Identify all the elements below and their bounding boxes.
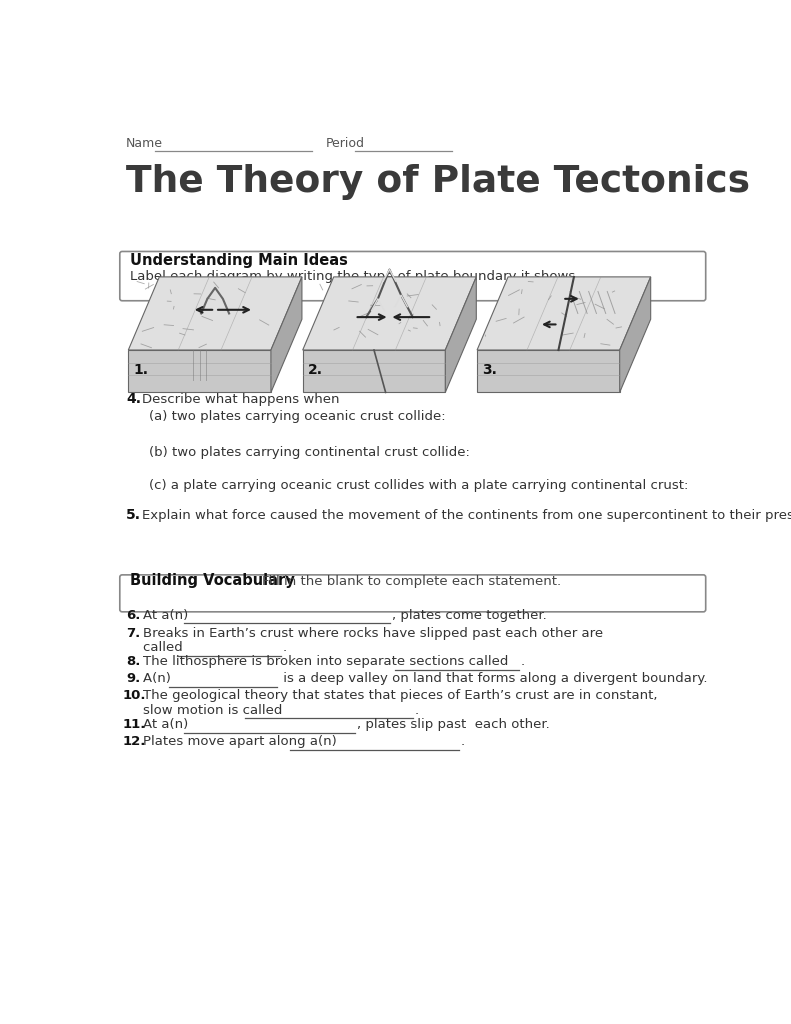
Text: 1.: 1.	[134, 362, 149, 377]
Text: 5.: 5.	[126, 508, 141, 522]
Text: Explain what force caused the movement of the continents from one supercontinent: Explain what force caused the movement o…	[142, 509, 791, 522]
Text: 10.: 10.	[122, 689, 146, 701]
Text: At a(n): At a(n)	[143, 718, 192, 731]
Text: .: .	[461, 735, 465, 749]
Polygon shape	[271, 276, 302, 392]
Polygon shape	[477, 350, 619, 392]
Polygon shape	[128, 276, 302, 350]
Text: Period: Period	[326, 137, 365, 150]
Text: , plates come together.: , plates come together.	[392, 609, 547, 622]
Text: called: called	[143, 641, 187, 654]
Text: 6.: 6.	[126, 609, 140, 622]
Text: slow motion is called: slow motion is called	[143, 703, 286, 717]
FancyBboxPatch shape	[119, 252, 706, 301]
Text: 12.: 12.	[122, 735, 146, 749]
Text: (c) a plate carrying oceanic crust collides with a plate carrying continental cr: (c) a plate carrying oceanic crust colli…	[149, 479, 689, 493]
Text: 8.: 8.	[126, 655, 140, 668]
Text: Building Vocabulary: Building Vocabulary	[130, 573, 294, 588]
Text: 9.: 9.	[126, 672, 140, 685]
Text: The geological theory that states that pieces of Earth’s crust are in constant,: The geological theory that states that p…	[143, 689, 657, 701]
FancyBboxPatch shape	[119, 574, 706, 611]
Text: Fill in the blank to complete each statement.: Fill in the blank to complete each state…	[262, 574, 561, 588]
Text: 2.: 2.	[308, 362, 324, 377]
Text: , plates slip past  each other.: , plates slip past each other.	[357, 718, 550, 731]
Polygon shape	[445, 276, 476, 392]
Polygon shape	[619, 276, 651, 392]
Text: .: .	[520, 655, 524, 668]
Text: Breaks in Earth’s crust where rocks have slipped past each other are: Breaks in Earth’s crust where rocks have…	[143, 627, 604, 640]
Text: The Theory of Plate Tectonics: The Theory of Plate Tectonics	[126, 164, 750, 200]
Polygon shape	[303, 350, 445, 392]
Text: Describe what happens when: Describe what happens when	[142, 393, 339, 407]
Polygon shape	[477, 276, 651, 350]
Text: Plates move apart along a(n): Plates move apart along a(n)	[143, 735, 341, 749]
Text: .: .	[414, 703, 418, 717]
Text: 3.: 3.	[483, 362, 498, 377]
Text: Understanding Main Ideas: Understanding Main Ideas	[130, 253, 348, 267]
Text: is a deep valley on land that forms along a divergent boundary.: is a deep valley on land that forms alon…	[279, 672, 708, 685]
Polygon shape	[128, 350, 271, 392]
Text: The lithosphere is broken into separate sections called: The lithosphere is broken into separate …	[143, 655, 513, 668]
Text: A(n): A(n)	[143, 672, 175, 685]
Text: Name: Name	[126, 137, 163, 150]
Text: 4.: 4.	[126, 392, 141, 407]
Text: (a) two plates carrying oceanic crust collide:: (a) two plates carrying oceanic crust co…	[149, 411, 446, 423]
Text: .: .	[282, 641, 286, 654]
Text: (b) two plates carrying continental crust collide:: (b) two plates carrying continental crus…	[149, 445, 470, 459]
Text: Label each diagram by writing the type of plate boundary it shows.: Label each diagram by writing the type o…	[130, 270, 579, 283]
Text: 11.: 11.	[122, 718, 146, 731]
Polygon shape	[303, 276, 476, 350]
Text: 7.: 7.	[126, 627, 140, 640]
Text: At a(n): At a(n)	[143, 609, 192, 622]
